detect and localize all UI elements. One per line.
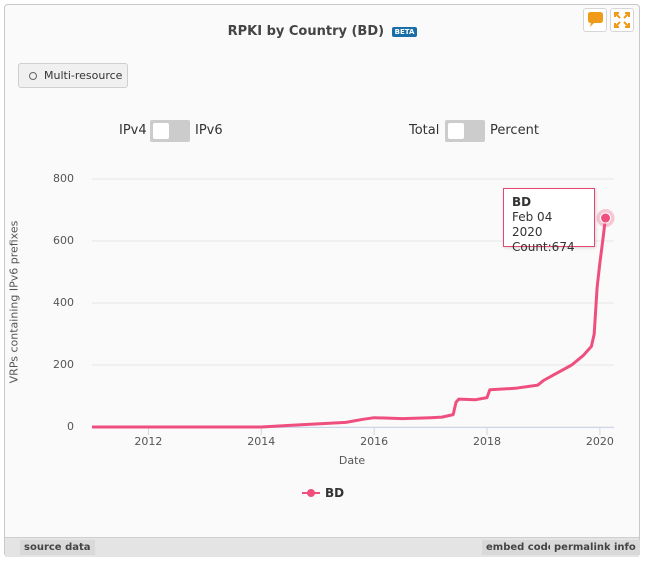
beta-badge: BETA <box>391 26 418 37</box>
ip-version-toggle[interactable] <box>150 120 190 142</box>
y-tick-label: 600 <box>53 234 74 247</box>
toggle-knob <box>448 123 464 139</box>
radio-circle-icon <box>29 71 37 80</box>
hover-point[interactable] <box>600 212 612 224</box>
permalink-link[interactable]: permalink <box>550 540 615 555</box>
toggle-total-label: Total <box>409 123 440 138</box>
x-axis-label: Date <box>338 454 366 467</box>
series-line-bd[interactable] <box>92 217 607 429</box>
widget-title: RPKI by Country (BD) BETA <box>0 24 645 39</box>
y-tick-label: 200 <box>53 358 74 371</box>
tooltip-series: BD <box>512 195 532 209</box>
x-tick-label: 2018 <box>473 435 502 448</box>
x-tick-label: 2016 <box>360 435 389 448</box>
x-tick-label: 2020 <box>585 435 614 448</box>
toggle-ipv4-label: IPv4 <box>119 123 147 138</box>
info-link[interactable]: info <box>610 540 640 555</box>
tooltip-count: Count:674 <box>512 240 575 254</box>
toggle-ipv6-label: IPv6 <box>195 123 223 138</box>
legend-label: BD <box>325 486 345 500</box>
footer-bar <box>5 537 639 557</box>
comment-button[interactable] <box>583 8 607 32</box>
x-tick-label: 2012 <box>134 435 163 448</box>
y-tick-label: 0 <box>67 420 74 433</box>
expand-icon <box>614 12 630 28</box>
tooltip: BD Feb 04 2020 Count:674 <box>503 188 595 254</box>
legend-item-bd[interactable]: BD <box>302 486 344 500</box>
toggle-percent-label: Percent <box>490 123 539 138</box>
multi-resource-button[interactable]: Multi-resource <box>18 63 128 88</box>
comment-icon <box>588 12 603 27</box>
y-tick-label: 800 <box>53 172 74 185</box>
y-tick-label: 400 <box>53 296 74 309</box>
tooltip-date: Feb 04 2020 <box>512 210 553 239</box>
x-tick-label: 2014 <box>247 435 276 448</box>
source-data-link[interactable]: source data <box>20 540 95 555</box>
widget-frame <box>4 4 640 557</box>
fullscreen-button[interactable] <box>610 8 634 32</box>
legend-marker-icon <box>302 489 320 497</box>
total-percent-toggle[interactable] <box>445 120 485 142</box>
multi-resource-label: Multi-resource <box>44 69 123 82</box>
title-text: RPKI by Country (BD) <box>227 24 385 39</box>
toggle-knob <box>153 123 169 139</box>
embed-code-link[interactable]: embed code <box>482 540 559 555</box>
